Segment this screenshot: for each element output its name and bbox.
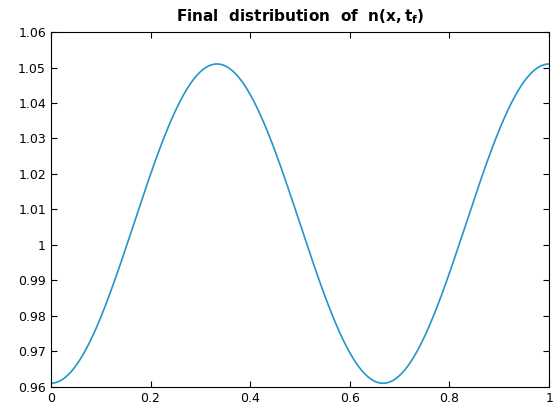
Title: Final  distribution  of  $\mathbf{n(x,t_f)}$: Final distribution of $\mathbf{n(x,t_f)}… [176, 7, 424, 26]
